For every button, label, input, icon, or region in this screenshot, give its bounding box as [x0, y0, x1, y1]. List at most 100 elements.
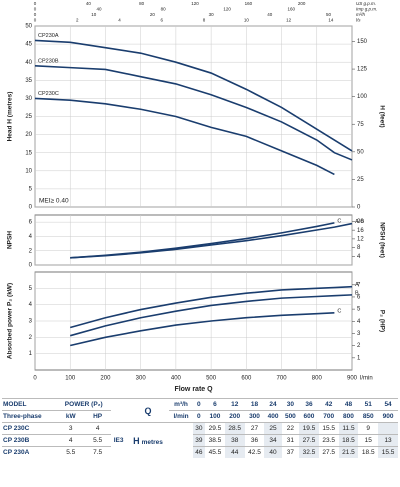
- value-cell: 19.5: [299, 422, 319, 435]
- value-cell: 44: [224, 446, 245, 458]
- head-symbol: H: [133, 435, 140, 446]
- header-cell: l/min: [169, 410, 193, 423]
- series-label: A: [355, 282, 359, 288]
- header-cell: 12: [224, 398, 245, 411]
- top-tick-label: 200: [298, 1, 306, 6]
- y-axis-label: Absorbed power P₂ (kW): [7, 283, 14, 359]
- data-table: MODEL POWER (P₂) Q m³/h 0 6 12 18 24 30 36 42 48…: [2, 398, 398, 458]
- header-cell: 100: [205, 410, 225, 423]
- value-cell: 21.5: [338, 446, 359, 458]
- series-line: [70, 285, 353, 329]
- annotation: MEI≥ 0.40: [39, 198, 69, 205]
- y-tick-label: 25: [25, 114, 32, 120]
- y-axis-label: NPSH: [7, 231, 14, 249]
- series-line: [70, 222, 353, 259]
- header-cell: 24: [264, 398, 282, 411]
- header-cell: 54: [378, 398, 398, 411]
- table-header-row: Three-phase kW HP l/min 0 100 200 300 400 500…: [2, 410, 398, 423]
- header-cell: 18: [244, 398, 265, 411]
- header-cell: 600: [299, 410, 319, 423]
- y-tick-label: 1: [29, 351, 33, 357]
- y2-tick-label: 50: [357, 149, 364, 155]
- value-cell: 27.5: [318, 446, 339, 458]
- value-cell: 15.5: [378, 446, 398, 458]
- value-cell: 18.5: [358, 446, 379, 458]
- header-cell: 0: [192, 410, 206, 423]
- y2-tick-label: 4: [357, 254, 361, 260]
- series-label: C: [337, 218, 341, 224]
- x-tick-label: 600: [241, 376, 252, 382]
- header-cell: 900: [378, 410, 398, 423]
- y-tick-label: 30: [25, 96, 32, 102]
- top-tick-label: 6: [161, 18, 164, 23]
- value-cell: [378, 422, 398, 435]
- top-tick-label: 160: [287, 7, 295, 12]
- y-tick-label: 4: [29, 302, 33, 308]
- y-tick-label: 35: [25, 78, 32, 84]
- y-tick-label: 0: [29, 205, 33, 211]
- table-row: CP 230B 4 5.5 39 38.5 38 36 34 31 27.5 23.5 18.5 15 1…: [2, 434, 398, 447]
- series-label: C: [337, 308, 341, 314]
- header-cell: 36: [299, 398, 319, 411]
- top-tick-label: 80: [161, 7, 167, 12]
- y2-tick-label: 4: [357, 319, 361, 325]
- y-tick-label: 10: [25, 168, 32, 174]
- value-cell: 45.5: [205, 446, 225, 458]
- table-row: CP 230A 5.5 7.5 46 45.5 44 42.5 40 37 32.5 27.5 21.…: [2, 446, 398, 458]
- top-tick-label: 80: [139, 1, 145, 6]
- top-tick-label: 4: [118, 18, 121, 23]
- top-tick-label: 120: [223, 7, 231, 12]
- header-cell: HP: [84, 410, 111, 423]
- value-cell: 38: [224, 434, 245, 447]
- top-tick-label: 10: [244, 18, 250, 23]
- header-cell: 800: [338, 410, 359, 423]
- value-cell: 27: [244, 422, 265, 435]
- y-tick-label: 5: [29, 186, 33, 192]
- y-tick-label: 6: [29, 220, 33, 226]
- y2-tick-label: 2: [357, 343, 361, 349]
- x-tick-label: 400: [171, 376, 182, 382]
- x-tick-label: 100: [65, 376, 76, 382]
- top-tick-label: 8: [203, 18, 206, 23]
- value-cell: 9: [358, 422, 379, 435]
- series-label: B: [355, 290, 359, 296]
- header-cell: MODEL: [2, 398, 57, 411]
- y-tick-label: 15: [25, 150, 32, 156]
- header-cell: Q: [126, 398, 170, 423]
- header-cell: 30: [281, 398, 300, 411]
- top-tick-label: 40: [267, 12, 273, 17]
- y-tick-label: 2: [29, 248, 33, 254]
- y-tick-label: 45: [25, 42, 32, 48]
- header-cell: 850: [358, 410, 379, 423]
- header-cell: 51: [358, 398, 379, 411]
- y2-axis-label: P₂ (HP): [378, 310, 385, 332]
- y2-tick-label: 20: [357, 219, 364, 225]
- y-tick-label: 2: [29, 335, 33, 341]
- top-axis-label: m³/h: [356, 12, 365, 17]
- y2-tick-label: 125: [357, 67, 368, 73]
- series-label: CP230B: [38, 58, 59, 64]
- y2-tick-label: 1: [357, 355, 361, 361]
- header-cell: kW: [56, 410, 85, 423]
- y2-tick-label: 3: [357, 331, 361, 337]
- value-cell: 36: [244, 434, 265, 447]
- y-tick-label: 20: [25, 132, 32, 138]
- x-unit-label: l/min: [360, 376, 373, 382]
- x-tick-label: 300: [136, 376, 147, 382]
- x-tick-label: 200: [100, 376, 111, 382]
- y2-tick-label: 5: [357, 307, 361, 313]
- spacer-cell: [169, 422, 193, 458]
- value-cell: 27.5: [299, 434, 319, 447]
- value-cell: 38.5: [205, 434, 225, 447]
- hp-cell: 4: [84, 422, 111, 435]
- series-line: [34, 65, 353, 161]
- header-cell: 0: [192, 398, 206, 411]
- top-tick-label: 40: [97, 7, 103, 12]
- top-tick-label: 0: [34, 12, 37, 17]
- model-cell: CP 230B: [2, 434, 57, 447]
- head-unit: metres: [141, 438, 163, 446]
- header-cell: 400: [264, 410, 282, 423]
- header-cell: Three-phase: [2, 410, 57, 423]
- y-tick-label: 3: [29, 319, 33, 325]
